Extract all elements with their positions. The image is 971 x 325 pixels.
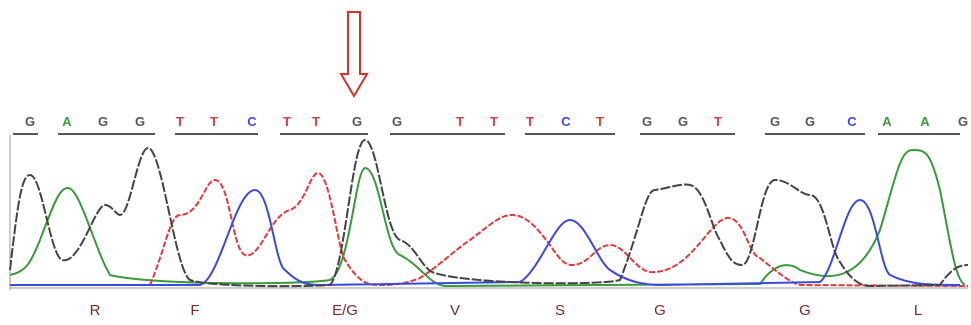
- base-letter: T: [456, 114, 464, 129]
- base-letter: G: [678, 114, 688, 129]
- base-letter: T: [312, 114, 320, 129]
- chromatogram: G A G G T T C T T G G T T T C T G G T G G C A A G R F E/G V S G G L: [0, 0, 971, 325]
- base-letter: T: [526, 114, 534, 129]
- base-letter: G: [642, 114, 652, 129]
- base-letter: T: [490, 114, 498, 129]
- base-letter: G: [135, 114, 145, 129]
- base-letter: C: [561, 114, 571, 129]
- amino-acid-label: G: [799, 302, 811, 319]
- base-letter: C: [847, 114, 857, 129]
- base-letter: T: [176, 114, 184, 129]
- base-letter: T: [210, 114, 218, 129]
- amino-acid-label: F: [190, 302, 199, 319]
- base-letter: G: [25, 114, 35, 129]
- base-letter: T: [714, 114, 722, 129]
- amino-acid-label: V: [450, 302, 460, 319]
- base-letter: G: [98, 114, 108, 129]
- amino-acid-label: L: [914, 302, 922, 319]
- base-letter: T: [596, 114, 604, 129]
- base-letter: A: [62, 114, 72, 129]
- amino-acid-label: E/G: [332, 302, 358, 319]
- base-letter: G: [958, 114, 968, 129]
- amino-acid-label: G: [654, 302, 666, 319]
- base-letter: G: [352, 114, 362, 129]
- base-letter: G: [770, 114, 780, 129]
- base-letter: G: [392, 114, 402, 129]
- base-letter: A: [882, 114, 892, 129]
- base-letter: T: [283, 114, 291, 129]
- base-letter: A: [920, 114, 930, 129]
- base-letter: C: [247, 114, 257, 129]
- base-letter: G: [805, 114, 815, 129]
- amino-acid-label: R: [90, 302, 101, 319]
- amino-acid-label: S: [555, 302, 565, 319]
